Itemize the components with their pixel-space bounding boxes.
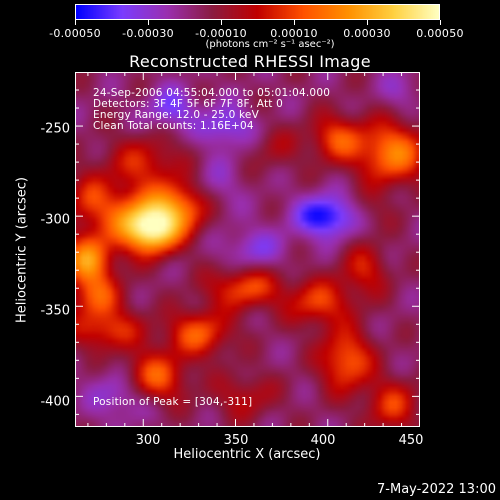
plot-frame bbox=[75, 72, 420, 427]
annotation-clean-counts: Clean Total counts: 1.16E+04 bbox=[93, 120, 254, 132]
y-tick-label: -300 bbox=[40, 212, 70, 228]
x-tick-label: 400 bbox=[310, 433, 336, 448]
colorbar-units: (photons cm⁻² s⁻¹ asec⁻²) bbox=[205, 39, 335, 50]
colorbar-tick-label: -0.00030 bbox=[122, 27, 174, 40]
colorbar-tick bbox=[75, 20, 76, 25]
y-tick-label: -350 bbox=[40, 303, 70, 319]
y-tick-label: -400 bbox=[40, 394, 70, 410]
y-axis-label: Heliocentric Y (arcsec) bbox=[14, 177, 30, 323]
colorbar-tick-label: -0.00010 bbox=[195, 27, 247, 40]
footer-timestamp: 7-May-2022 13:00 bbox=[377, 482, 496, 497]
x-axis-label: Heliocentric X (arcsec) bbox=[173, 447, 321, 462]
colorbar-tick-label: 0.00050 bbox=[416, 27, 464, 40]
colorbar-tick-label: 0.00010 bbox=[270, 27, 318, 40]
colorbar-tick bbox=[221, 20, 222, 25]
annotation-time-range: 24-Sep-2006 04:55:04.000 to 05:01:04.000 bbox=[93, 87, 331, 99]
colorbar-tick bbox=[367, 20, 368, 25]
colorbar-tick bbox=[440, 20, 441, 25]
colorbar-tick bbox=[294, 20, 295, 25]
colorbar-tick-label: 0.00030 bbox=[343, 27, 391, 40]
y-tick-label: -250 bbox=[40, 121, 70, 137]
chart-title: Reconstructed RHESSI Image bbox=[129, 52, 371, 71]
colorbar-tick-label: -0.00050 bbox=[49, 27, 101, 40]
colorbar-tick bbox=[148, 20, 149, 25]
heatmap-plot bbox=[75, 72, 420, 427]
annotation-energy-range: Energy Range: 12.0 - 25.0 keV bbox=[93, 109, 259, 121]
x-tick-label: 300 bbox=[135, 433, 161, 448]
colorbar bbox=[75, 4, 440, 20]
x-tick-label: 450 bbox=[398, 433, 424, 448]
heatmap-image bbox=[75, 72, 420, 427]
annotation-peak-position: Position of Peak = [304,-311] bbox=[93, 396, 253, 408]
annotation-detectors: Detectors: 3F 4F 5F 6F 7F 8F, Att 0 bbox=[93, 98, 284, 110]
x-tick-label: 350 bbox=[223, 433, 249, 448]
